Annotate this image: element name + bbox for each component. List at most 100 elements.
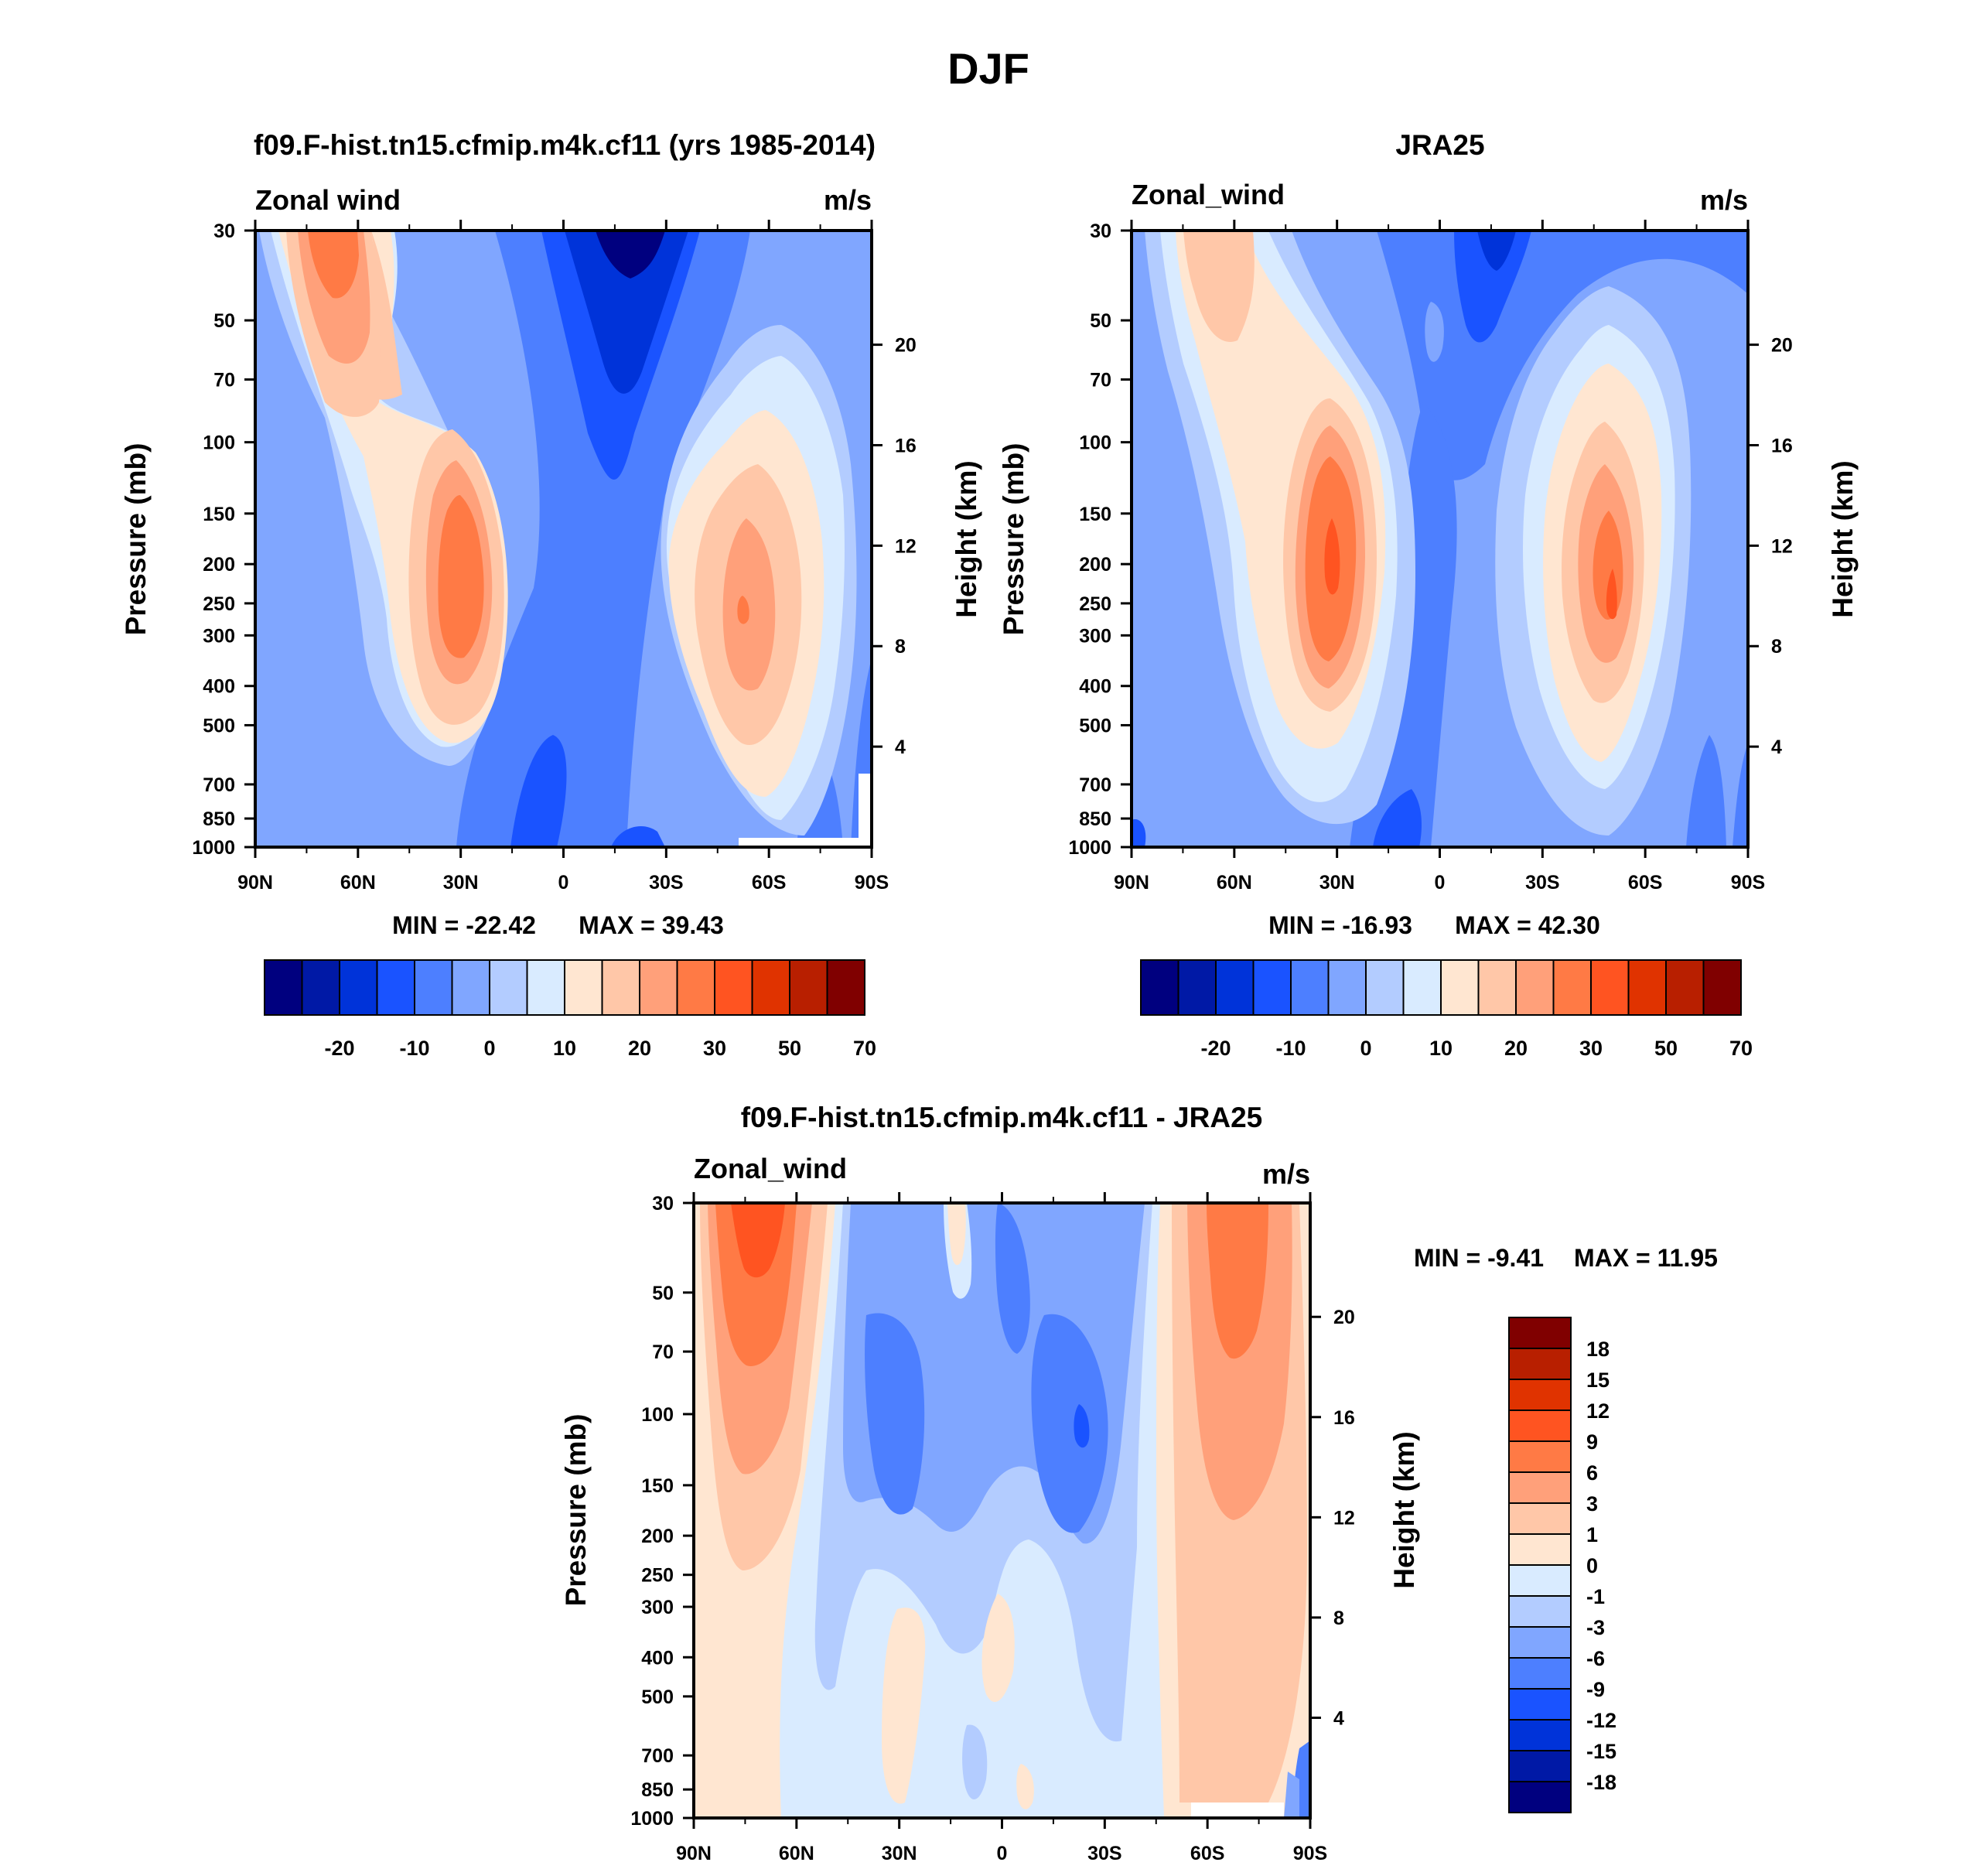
colorbar-label: 12 bbox=[1586, 1399, 1610, 1423]
min-label: MIN = -9.41 bbox=[1414, 1244, 1544, 1272]
y-tick-label: 250 bbox=[641, 1565, 674, 1587]
y2-tick-label: 20 bbox=[1771, 335, 1793, 357]
panel-observations: JRA25 Zonal_wind m/s bbox=[998, 129, 1859, 1060]
y-tick-label: 700 bbox=[203, 774, 235, 796]
colorbar-swatch bbox=[1140, 959, 1179, 1016]
y-tick-label: 300 bbox=[1079, 625, 1111, 647]
colorbar-swatch bbox=[451, 959, 490, 1016]
colorbar-swatch bbox=[1508, 1657, 1572, 1690]
colorbar-swatch bbox=[1508, 1564, 1572, 1597]
colorbar-swatch bbox=[1508, 1440, 1572, 1473]
colorbar-swatch bbox=[639, 959, 678, 1016]
y2-tick-label: 12 bbox=[1771, 535, 1793, 557]
colorbar-label: -20 bbox=[1200, 1037, 1231, 1060]
y-axis-title: Pressure (mb) bbox=[120, 443, 152, 636]
x-tick-label: 0 bbox=[1435, 872, 1446, 894]
y-tick-label: 30 bbox=[213, 220, 235, 242]
y-axis-title: Pressure (mb) bbox=[998, 443, 1029, 636]
axes: 90N 60N 30N 0 30S 60S 90S 30 50 70 100 150 200 250 300… bbox=[1068, 220, 1793, 894]
colorbar-label: -15 bbox=[1586, 1740, 1616, 1763]
y-tick-label: 500 bbox=[1079, 715, 1111, 736]
y-tick-label: 150 bbox=[203, 504, 235, 525]
colorbar-swatch bbox=[1508, 1471, 1572, 1504]
y2-axis-title: Height (km) bbox=[1388, 1431, 1420, 1589]
x-tick-label: 90N bbox=[1114, 872, 1149, 894]
colorbar: -20 -10 0 10 20 30 50 70 bbox=[1140, 959, 1753, 1060]
axes: 90N 60N 30N 0 30S 60S 90S 30 50 70 100 150 200 250 300… bbox=[630, 1192, 1355, 1864]
colorbar-swatch bbox=[1290, 959, 1330, 1016]
y-tick-label: 70 bbox=[1090, 370, 1111, 391]
colorbar-swatch bbox=[676, 959, 715, 1016]
y2-tick-label: 8 bbox=[1771, 636, 1782, 658]
y2-tick-label: 8 bbox=[1333, 1608, 1344, 1629]
y2-tick-label: 12 bbox=[1333, 1507, 1355, 1529]
y2-tick-label: 20 bbox=[895, 335, 917, 357]
colorbar-label: -20 bbox=[324, 1037, 354, 1060]
colorbar-swatch bbox=[1508, 1533, 1572, 1566]
panel-model: f09.F-hist.tn15.cfmip.m4k.cf11 (yrs 1985… bbox=[120, 129, 982, 1060]
y-tick-label: 300 bbox=[641, 1597, 674, 1618]
colorbar-label: 10 bbox=[1429, 1037, 1453, 1060]
y2-axis-title: Height (km) bbox=[1827, 460, 1859, 618]
contour-field bbox=[694, 1203, 1310, 1818]
panel-difference: f09.F-hist.tn15.cfmip.m4k.cf11 - JRA25 Z… bbox=[560, 1102, 1718, 1864]
y-tick-label: 100 bbox=[1079, 432, 1111, 454]
y2-tick-label: 12 bbox=[895, 535, 917, 557]
min-label: MIN = -22.42 bbox=[392, 911, 536, 939]
x-tick-label: 30S bbox=[1525, 872, 1559, 894]
max-label: MAX = 11.95 bbox=[1574, 1244, 1718, 1272]
contour-field bbox=[1132, 231, 1748, 847]
y-tick-label: 30 bbox=[1090, 220, 1111, 242]
colorbar-swatch bbox=[1327, 959, 1367, 1016]
colorbar-label: -18 bbox=[1586, 1771, 1616, 1794]
colorbar-swatch bbox=[1508, 1348, 1572, 1380]
x-tick-label: 60N bbox=[340, 872, 376, 894]
variable-label: Zonal_wind bbox=[1132, 179, 1285, 210]
y-tick-label: 30 bbox=[652, 1193, 674, 1215]
colorbar-label: 10 bbox=[553, 1037, 576, 1060]
axes: 90N 60N 30N 0 30S 60S 90S 30 50 70 100 150 200 250 300… bbox=[192, 220, 917, 894]
panel-title: f09.F-hist.tn15.cfmip.m4k.cf11 - JRA25 bbox=[741, 1102, 1262, 1133]
colorbar-swatch bbox=[1365, 959, 1405, 1016]
colorbar-swatch bbox=[1508, 1626, 1572, 1659]
colorbar-swatch bbox=[376, 959, 415, 1016]
colorbar-swatch bbox=[1508, 1317, 1572, 1349]
y-tick-label: 850 bbox=[641, 1779, 674, 1801]
x-tick-label: 60N bbox=[1217, 872, 1252, 894]
x-tick-label: 30N bbox=[1319, 872, 1355, 894]
y-tick-label: 100 bbox=[203, 432, 235, 454]
y2-tick-label: 4 bbox=[1771, 736, 1782, 758]
colorbar-swatch bbox=[751, 959, 790, 1016]
x-tick-label: 90S bbox=[1731, 872, 1765, 894]
x-tick-label: 90N bbox=[676, 1843, 712, 1864]
colorbar-swatch bbox=[1702, 959, 1742, 1016]
y2-tick-label: 20 bbox=[1333, 1307, 1355, 1328]
y-tick-label: 50 bbox=[213, 310, 235, 332]
max-label: MAX = 42.30 bbox=[1455, 911, 1600, 939]
colorbar-label: -6 bbox=[1586, 1647, 1605, 1670]
y-tick-label: 250 bbox=[1079, 593, 1111, 615]
y-tick-label: 400 bbox=[203, 676, 235, 698]
colorbar-label: 6 bbox=[1586, 1461, 1598, 1485]
y-tick-label: 500 bbox=[203, 715, 235, 736]
y-tick-label: 300 bbox=[203, 625, 235, 647]
colorbar-swatch bbox=[826, 959, 865, 1016]
units-label: m/s bbox=[1700, 184, 1748, 216]
colorbar-swatch bbox=[1590, 959, 1630, 1016]
colorbar-swatch bbox=[789, 959, 828, 1016]
y-tick-label: 150 bbox=[641, 1475, 674, 1497]
units-label: m/s bbox=[824, 184, 872, 216]
y-tick-label: 700 bbox=[1079, 774, 1111, 796]
colorbar-label: 1 bbox=[1586, 1523, 1598, 1546]
colorbar-label: -10 bbox=[399, 1037, 429, 1060]
x-tick-label: 30N bbox=[882, 1843, 917, 1864]
colorbar-label: 9 bbox=[1586, 1430, 1598, 1454]
colorbar-label: -9 bbox=[1586, 1678, 1605, 1701]
colorbar-label: 0 bbox=[1586, 1554, 1598, 1577]
x-tick-label: 30N bbox=[443, 872, 479, 894]
colorbar-label: 0 bbox=[483, 1037, 495, 1060]
x-tick-label: 0 bbox=[558, 872, 569, 894]
colorbar-label: 30 bbox=[1579, 1037, 1603, 1060]
colorbar-label: -10 bbox=[1275, 1037, 1306, 1060]
colorbar-swatch bbox=[1508, 1719, 1572, 1751]
